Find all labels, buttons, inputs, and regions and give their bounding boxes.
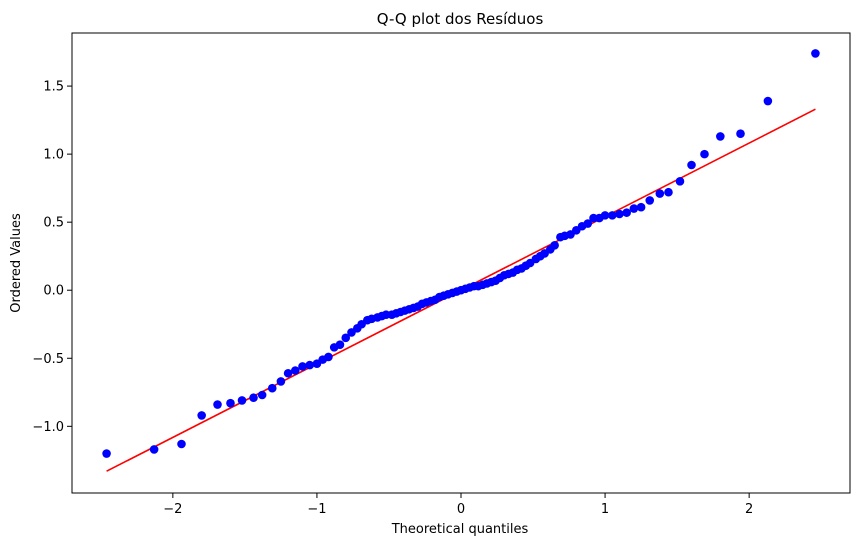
- chart-title: Q-Q plot dos Resíduos: [377, 10, 544, 28]
- data-point: [324, 352, 333, 362]
- data-point: [763, 96, 773, 106]
- data-points-layer: [102, 49, 820, 458]
- x-axis-label: Theoretical quantiles: [391, 522, 529, 537]
- x-tick-label: −1: [307, 502, 326, 517]
- data-point: [305, 360, 315, 370]
- x-tick-label: 1: [601, 502, 609, 517]
- data-point: [664, 187, 673, 197]
- data-point: [550, 241, 559, 250]
- y-tick-label: 1.0: [43, 148, 64, 163]
- data-point: [583, 219, 593, 228]
- data-point: [237, 396, 247, 405]
- data-point: [257, 390, 267, 400]
- data-point: [341, 333, 351, 343]
- y-tick-label: −0.5: [32, 352, 64, 367]
- data-point: [267, 383, 277, 393]
- x-tick-label: 2: [745, 502, 753, 517]
- data-point: [687, 160, 696, 170]
- data-point: [276, 377, 286, 386]
- y-tick-label: 0.0: [43, 284, 64, 299]
- data-point: [636, 202, 646, 212]
- y-axis-ticks: −1.0 −0.5 0.0 0.5 1.0 1.5: [32, 80, 72, 435]
- y-tick-label: 0.5: [43, 216, 64, 231]
- y-tick-label: 1.5: [43, 80, 64, 95]
- data-point: [615, 209, 624, 219]
- x-tick-label: 0: [457, 502, 465, 517]
- data-point: [622, 208, 631, 217]
- data-point: [291, 366, 300, 375]
- data-point: [335, 340, 345, 349]
- x-tick-label: −2: [163, 502, 182, 517]
- y-tick-label: −1.0: [32, 420, 64, 435]
- data-point: [298, 362, 307, 371]
- data-point: [607, 211, 617, 220]
- data-point: [600, 211, 610, 220]
- data-point: [197, 411, 206, 420]
- data-point: [213, 400, 222, 409]
- data-point: [102, 449, 111, 458]
- data-point: [283, 368, 293, 378]
- x-axis-ticks: −2 −1 0 1 2: [163, 493, 753, 517]
- data-point: [645, 196, 655, 205]
- data-point: [149, 445, 159, 454]
- data-point: [675, 177, 685, 186]
- y-axis-label: Ordered Values: [9, 213, 24, 313]
- data-point: [226, 398, 235, 408]
- data-point: [655, 189, 665, 198]
- data-point: [811, 49, 820, 58]
- data-point: [736, 129, 745, 139]
- data-point: [716, 132, 725, 141]
- data-point: [629, 204, 639, 213]
- data-point: [177, 439, 186, 449]
- data-point: [249, 393, 258, 403]
- data-point: [700, 149, 709, 159]
